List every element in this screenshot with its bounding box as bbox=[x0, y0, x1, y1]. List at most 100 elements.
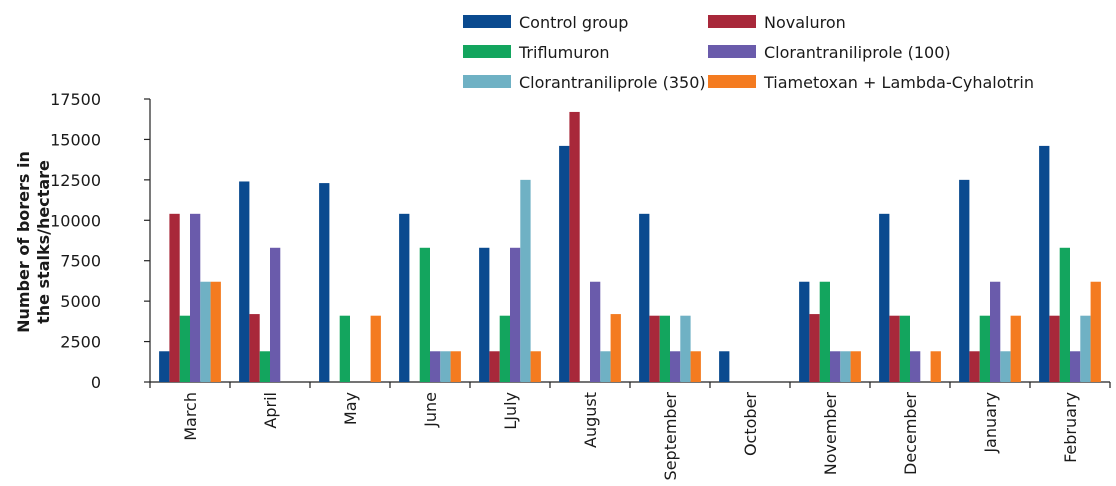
legend-item: Clorantraniliprole (100) bbox=[708, 43, 951, 62]
y-axis-label: Number of borers inthe stalks/hectare bbox=[14, 151, 53, 333]
x-tick-label: August bbox=[581, 392, 600, 448]
bar bbox=[889, 315, 900, 382]
bar bbox=[1049, 315, 1060, 382]
bar bbox=[499, 315, 510, 382]
bar bbox=[319, 183, 330, 382]
legend-item: Novaluron bbox=[708, 13, 846, 32]
bar bbox=[990, 281, 1001, 382]
legend-swatch bbox=[708, 75, 756, 88]
x-tick-label: March bbox=[181, 392, 200, 441]
bar bbox=[1039, 145, 1050, 382]
legend-swatch bbox=[463, 45, 511, 58]
bar-group bbox=[319, 183, 381, 382]
bar-group bbox=[799, 281, 861, 382]
bar bbox=[419, 247, 430, 382]
legend-item: Control group bbox=[463, 13, 628, 32]
bar bbox=[259, 351, 270, 382]
bar bbox=[809, 314, 820, 382]
bar bbox=[520, 179, 531, 382]
y-tick-label: 5000 bbox=[60, 292, 101, 311]
x-tick-label: February bbox=[1061, 392, 1080, 463]
bar bbox=[159, 351, 170, 382]
bar bbox=[969, 351, 980, 382]
legend-label: Novaluron bbox=[764, 13, 846, 32]
legend-item: Triflumuron bbox=[463, 43, 610, 62]
x-tick-label: December bbox=[901, 392, 920, 475]
bar bbox=[530, 351, 541, 382]
bar bbox=[179, 315, 190, 382]
bar bbox=[559, 145, 570, 382]
legend-swatch bbox=[463, 75, 511, 88]
bar-group bbox=[399, 213, 461, 382]
x-tick-label: May bbox=[341, 392, 360, 425]
bar-group bbox=[639, 213, 701, 382]
bar bbox=[210, 281, 221, 382]
bar bbox=[1070, 351, 1081, 382]
legend-swatch bbox=[708, 45, 756, 58]
bar-group bbox=[559, 111, 621, 383]
y-tick-label: 0 bbox=[91, 373, 101, 392]
bar bbox=[479, 247, 490, 382]
bar bbox=[239, 181, 250, 382]
bar bbox=[899, 315, 910, 382]
bar-group bbox=[239, 181, 281, 382]
bar bbox=[719, 351, 730, 382]
y-axis-title: Number of borers inthe stalks/hectare bbox=[14, 151, 53, 333]
bar bbox=[830, 351, 841, 382]
bar bbox=[690, 351, 701, 382]
legend-label: Control group bbox=[519, 13, 628, 32]
bar bbox=[450, 351, 461, 382]
bar bbox=[1080, 315, 1091, 382]
bar bbox=[569, 111, 580, 383]
legend-label: Tiametoxan + Lambda-Cyhalotrin bbox=[763, 73, 1034, 92]
bar bbox=[649, 315, 660, 382]
bar bbox=[430, 351, 441, 382]
x-tick-label: September bbox=[661, 392, 680, 481]
bar bbox=[399, 213, 410, 382]
y-tick-label: 7500 bbox=[60, 252, 101, 271]
legend-swatch bbox=[463, 15, 511, 28]
bar bbox=[489, 351, 500, 382]
legend-label: Clorantraniliprole (100) bbox=[764, 43, 951, 62]
bar bbox=[1010, 315, 1021, 382]
legend-item: Tiametoxan + Lambda-Cyhalotrin bbox=[708, 73, 1034, 92]
bar-group bbox=[959, 179, 1021, 382]
bar bbox=[200, 281, 211, 382]
bar bbox=[169, 213, 180, 382]
bar bbox=[1090, 281, 1101, 382]
y-tick-label: 12500 bbox=[50, 171, 101, 190]
y-axis: 0 2500 5000 7500 10000 12500 15000 17500 bbox=[50, 90, 151, 392]
bar bbox=[270, 247, 281, 382]
bar bbox=[610, 314, 621, 382]
bar bbox=[510, 247, 521, 382]
legend: Control group Novaluron Triflumuron Clorant… bbox=[463, 13, 1034, 92]
bar bbox=[910, 351, 921, 382]
bar-group bbox=[479, 179, 541, 382]
legend-swatch bbox=[708, 15, 756, 28]
bar bbox=[370, 315, 381, 382]
bar bbox=[639, 213, 650, 382]
bar-group bbox=[159, 213, 221, 382]
bar bbox=[600, 351, 611, 382]
bar bbox=[659, 315, 670, 382]
y-tick-label: 15000 bbox=[50, 130, 101, 149]
x-tick-label: June bbox=[421, 392, 440, 428]
bar bbox=[670, 351, 681, 382]
y-tick-label: 10000 bbox=[50, 211, 101, 230]
legend-label: Triflumuron bbox=[518, 43, 610, 62]
bar bbox=[979, 315, 990, 382]
bars bbox=[159, 111, 1101, 383]
bar-group bbox=[879, 213, 941, 382]
y-tick-label: 17500 bbox=[50, 90, 101, 109]
bar-group bbox=[719, 351, 730, 382]
bar bbox=[249, 314, 260, 382]
legend-label: Clorantraniliprole (350) bbox=[519, 73, 706, 92]
x-tick-label: January bbox=[981, 392, 1000, 454]
bar bbox=[440, 351, 451, 382]
bar bbox=[930, 351, 941, 382]
bar bbox=[1059, 247, 1070, 382]
x-axis: March April May June LJuly August September Oct… bbox=[149, 381, 1111, 481]
bar bbox=[339, 315, 350, 382]
bar bbox=[799, 281, 810, 382]
